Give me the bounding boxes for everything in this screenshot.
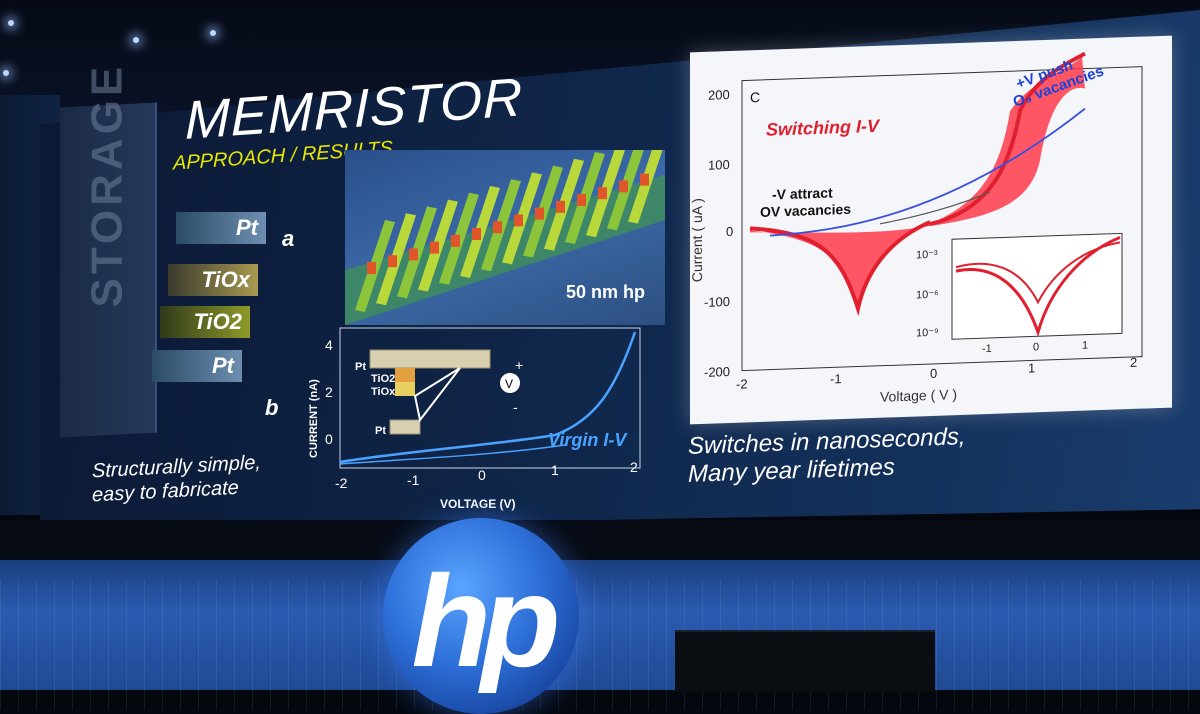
x-axis-label: Voltage ( V ) [880,386,957,405]
crossbar-junction [556,200,565,213]
virgin-iv-label: Virgin I-V [548,430,627,450]
hp-logo: hp [383,518,579,714]
afm-crossbar-image [345,150,665,325]
layer-tio2: TiO2 [160,306,250,338]
log-inset: 10⁻³ 10⁻⁶ 10⁻⁹ -1 0 1 [916,232,1123,355]
crossbar-graphic [345,150,665,325]
annotation-attract-line2: OV vacancies [760,201,851,220]
layer-pt-top: Pt [176,212,266,244]
panel-letter: C [750,89,760,105]
crossbar-junction [451,234,460,247]
ceiling-light [210,30,216,36]
virgin-iv-curve-lower [339,444,566,465]
crossbar-junction [388,255,397,268]
plot-frame [339,327,641,469]
xtick: 0 [478,467,486,483]
xtick: -1 [407,472,420,488]
device-label-pt-bottom: Pt [375,425,386,437]
device-label-tio2: TiO2 [371,373,395,385]
gray-fit-line [879,191,991,225]
xtick: 1 [551,462,559,478]
crossbar-junction [514,214,523,227]
xtick: 2 [630,459,638,475]
ytick: 0 [325,431,333,447]
ytick: 200 [708,87,730,103]
crossbar-junction [472,228,481,240]
xtick: 0 [930,366,937,381]
switching-loop-neg [749,220,931,317]
ceiling-light [8,20,14,26]
switching-iv-title: Switching I-V [766,116,881,140]
ytick: -200 [704,364,730,380]
stage-monitor [675,630,935,692]
ytick: 0 [726,224,733,239]
afm-scale-label: 50 nm hp [566,282,646,302]
device-tio2 [395,368,415,382]
crossbar-junction [409,248,418,261]
virgin-iv-curve [339,331,637,464]
inset-curve [955,236,1121,338]
crossbar-junction [430,241,439,254]
stage-floor [0,560,1200,710]
inset-ytick: 10⁻⁹ [916,327,939,340]
ceiling-light [3,70,9,76]
xtick: -2 [736,376,748,391]
panel-frame [741,66,1143,372]
crossbar-junction [598,187,607,200]
inset-xtick: 1 [1082,340,1088,352]
storage-side-label: STORAGE [83,63,133,308]
inset-curve-upper [955,241,1121,305]
device-label-tiox: TiOx [371,386,396,398]
crossbar-junction [535,207,544,220]
switching-loop-pos [929,51,1086,226]
label-a: a [282,226,295,251]
inset-frame [951,232,1123,340]
annotation-attract-line1: -V attract [772,184,833,202]
inset-xtick: 0 [1033,341,1039,353]
device-bottom-electrode [389,419,421,435]
inset-ytick: 10⁻³ [916,249,938,262]
layer-pt-bottom: Pt [152,350,242,382]
xtick: 1 [1028,360,1035,375]
xtick: 2 [1130,355,1137,370]
virgin-iv-plot: 4 2 0 -2 -1 0 1 2 VOLTAGE (V) CURRENT (n… [295,320,665,520]
voltmeter-symbol: V [505,377,513,391]
device-tiox [395,382,415,396]
blue-fit-line [769,107,1086,237]
crossbar-junction [619,180,628,193]
ceiling-light [133,37,139,43]
crossbar-junction [493,221,502,234]
y-axis-label: Current ( uA ) [690,198,705,283]
ytick: 4 [325,337,333,353]
xtick: -2 [335,475,348,491]
caption-left: Structurally simple, easy to fabricate [92,451,261,508]
x-axis-label: VOLTAGE (V) [440,497,516,511]
device-wire [413,367,461,423]
layer-tiox: TiOx [168,264,258,296]
crossbar-bar [628,150,663,224]
ytick: 2 [325,384,333,400]
crossbar-junction [640,173,649,186]
xtick: -1 [830,371,842,386]
caption-right: Switches in nanoseconds, Many year lifet… [688,423,966,489]
minus-sign: - [513,399,518,415]
ytick: -100 [704,294,730,310]
switching-loop-fill [750,56,1085,307]
crossbar-bars [355,150,663,312]
ytick: 100 [708,157,730,173]
hp-logo-text: hp [411,548,561,694]
switching-iv-curves [749,51,1086,317]
voltmeter-icon [500,373,520,393]
switching-iv-panel: C 200 100 0 -100 -200 -2 -1 0 1 2 Voltag… [690,35,1172,425]
crossbar-junction [577,194,586,206]
inset-xtick: -1 [982,343,992,355]
plus-sign: + [515,357,523,373]
device-label-pt-top: Pt [355,361,366,373]
crossbar-junction [367,262,376,274]
device-top-electrode [369,349,491,369]
y-axis-label: CURRENT (nA) [308,379,320,458]
inset-ytick: 10⁻⁶ [916,289,939,302]
label-b: b [265,395,279,420]
